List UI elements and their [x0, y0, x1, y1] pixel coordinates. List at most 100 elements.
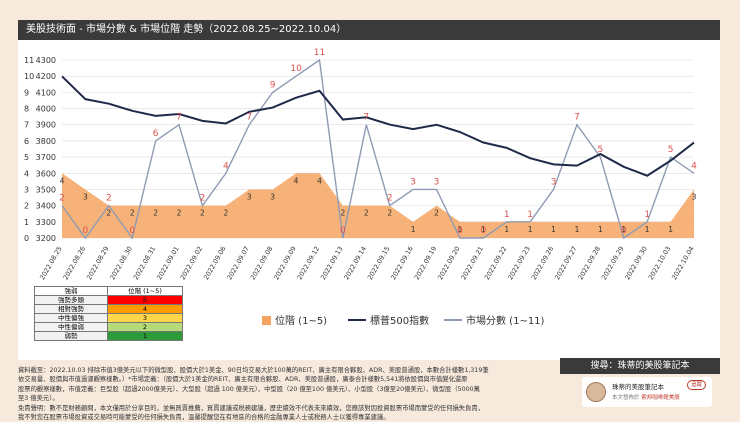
level-value-label: 1 [645, 225, 650, 234]
level-value-label: 1 [598, 225, 603, 234]
x-tick-label: 2022.10.03 [647, 245, 673, 281]
x-tick-label: 2022.09.23 [506, 245, 532, 281]
sp500-line [61, 75, 695, 177]
y2-tick-label: 5 [24, 153, 29, 162]
y-tick-label: 4300 [36, 56, 56, 65]
score-value-label: 7 [246, 113, 252, 123]
level-row-value: 2 [107, 322, 183, 332]
brand-name: 珠蒂的美股筆記本 [612, 383, 664, 391]
y2-tick-label: 0 [24, 234, 29, 243]
y2-tick-label: 11 [24, 56, 34, 65]
x-tick-label: 2022.09.29 [600, 245, 626, 281]
level-value-label: 4 [317, 176, 322, 185]
y-tick-label: 3900 [36, 121, 56, 130]
score-value-label: 2 [106, 194, 112, 204]
x-tick-label: 2022.10.04 [670, 245, 696, 281]
x-tick-label: 2022.09.08 [249, 245, 275, 281]
y2-tick-label: 2 [24, 202, 29, 211]
level-table: 強弱 位階 (1~5) 強勢多頭 5 相對強勢 4 中性偏強 3 中性偏弱 2 弱勢 1 [34, 286, 183, 341]
y2-tick-label: 3 [24, 185, 29, 194]
score-value-label: 7 [363, 113, 369, 123]
score-value-label: 1 [527, 210, 533, 220]
level-row-value: 4 [107, 304, 183, 314]
avatar [586, 382, 606, 402]
x-tick-label: 2022.09.01 [155, 245, 181, 281]
level-value-label: 2 [434, 209, 439, 218]
level-value-label: 2 [177, 209, 182, 218]
y-tick-label: 3800 [36, 137, 56, 146]
x-tick-label: 2022.09.19 [413, 245, 439, 281]
level-row-5: 強勢多頭 5 [34, 295, 183, 305]
level-value-label: 4 [294, 176, 299, 185]
follow-button[interactable]: 追蹤 [686, 380, 706, 390]
score-value-label: 2 [59, 194, 65, 204]
score-value-label: 5 [668, 145, 674, 155]
level-value-label: 2 [223, 209, 228, 218]
score-value-label: 0 [129, 226, 135, 236]
x-tick-label: 2022.08.25 [38, 245, 64, 281]
brand-subtitle: 本文發佈於 索邦咖啡館美股 [612, 393, 680, 401]
level-value-label: 4 [60, 176, 65, 185]
footnote-line: 資料截至：2022.10.03 排除市值3億美元以下的微型股、股價大於1美金、9… [18, 367, 489, 374]
score-value-label: 3 [434, 177, 440, 187]
level-value-label: 1 [621, 225, 626, 234]
y2-tick-label: 8 [24, 105, 29, 114]
level-value-label: 1 [528, 225, 533, 234]
score-value-label: 10 [290, 64, 302, 74]
y2-tick-label: 1 [24, 218, 29, 227]
level-row-3: 中性偏強 3 [34, 313, 183, 323]
level-value-label: 3 [692, 192, 697, 201]
level-value-label: 3 [83, 192, 88, 201]
y-tick-label: 4100 [36, 88, 56, 97]
x-tick-label: 2022.09.21 [460, 245, 486, 281]
score-value-label: 0 [457, 226, 463, 236]
x-tick-label: 2022.09.02 [179, 245, 205, 281]
score-value-label: 0 [83, 226, 89, 236]
x-tick-label: 2022.08.30 [108, 245, 134, 281]
level-row-label: 中性偏弱 [34, 322, 108, 332]
score-value-label: 7 [574, 113, 580, 123]
y2-tick-label: 10 [24, 72, 34, 81]
level-value-label: 2 [340, 209, 345, 218]
score-value-label: 4 [691, 161, 697, 171]
level-row-2: 中性偏弱 2 [34, 322, 183, 332]
level-value-label: 1 [481, 225, 486, 234]
footnote-line: 至3 億美元）。 [18, 395, 59, 403]
level-row-4: 相對強勢 4 [34, 304, 183, 314]
level-value-label: 1 [504, 225, 509, 234]
legend-area-label: 位階 (1~5) [275, 314, 327, 327]
y2-tick-label: 6 [24, 137, 29, 146]
score-value-label: 5 [598, 145, 604, 155]
level-row-label: 相對強勢 [34, 304, 108, 314]
score-value-label: 11 [314, 48, 325, 58]
level-table-head-label: 強弱 [34, 286, 108, 296]
x-tick-label: 2022.09.09 [272, 245, 298, 281]
legend-score-label: 市場分數 (1~11) [466, 314, 545, 327]
level-table-head: 強弱 位階 (1~5) [34, 286, 183, 296]
score-value-label: 1 [504, 210, 510, 220]
x-tick-label: 2022.09.26 [530, 245, 556, 281]
level-value-label: 2 [364, 209, 369, 218]
x-tick-label: 2022.09.06 [202, 245, 228, 281]
brand-link[interactable]: 索邦咖啡館美股 [641, 395, 680, 401]
x-tick-label: 2022.09.14 [342, 245, 368, 281]
level-value-label: 1 [551, 225, 556, 234]
score-value-label: 0 [480, 226, 486, 236]
level-value-label: 3 [247, 192, 252, 201]
legend-area-swatch [262, 316, 271, 325]
y-tick-label: 3400 [36, 202, 56, 211]
level-value-label: 1 [458, 225, 463, 234]
level-table-head-value: 位階 (1~5) [107, 286, 183, 296]
x-tick-label: 2022.08.29 [85, 245, 111, 281]
level-value-label: 2 [106, 209, 111, 218]
level-value-label: 3 [270, 192, 275, 201]
search-banner: 搜尋：珠蒂的美股筆記本 [560, 358, 720, 374]
brand-card[interactable]: 珠蒂的美股筆記本 追蹤 本文發佈於 索邦咖啡館美股 [582, 377, 712, 407]
x-tick-label: 2022.08.26 [62, 245, 88, 281]
score-value-label: 0 [340, 226, 346, 236]
level-row-value: 1 [107, 331, 183, 341]
y-tick-label: 4200 [36, 72, 56, 81]
x-tick-label: 2022.09.20 [436, 245, 462, 281]
x-tick-label: 2022.09.13 [319, 245, 345, 281]
y-tick-label: 3200 [36, 234, 56, 243]
